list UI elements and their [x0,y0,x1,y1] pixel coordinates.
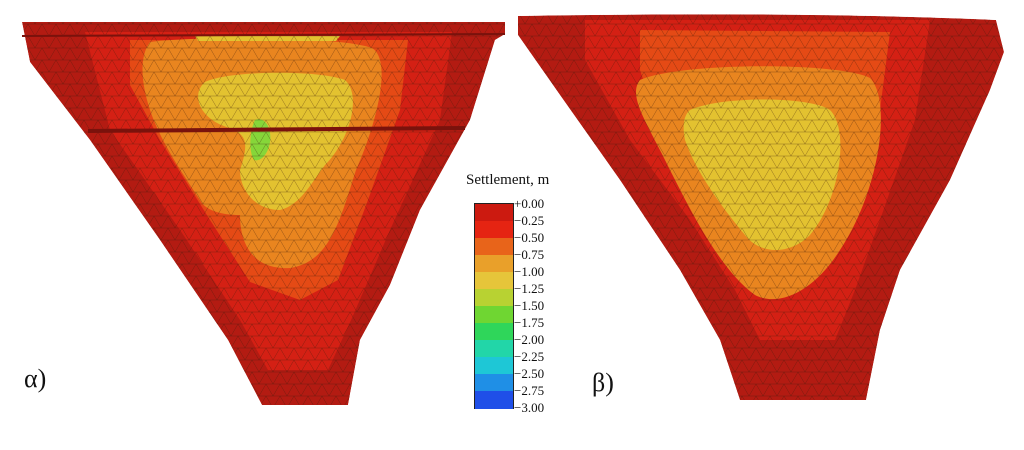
legend-color-bar [474,203,514,409]
legend-swatch [475,374,513,392]
legend-tick-label: −2.75 [514,383,545,398]
legend-tick-label: −2.00 [514,332,545,347]
legend-swatch [475,204,513,222]
legend-swatch [475,255,513,273]
legend-tick-label: −0.50 [514,230,545,245]
legend-swatch [475,221,513,239]
legend-swatch [475,340,513,358]
legend-tick-label: −0.25 [514,213,545,228]
legend-swatch [475,272,513,290]
legend-title: Settlement, m [466,172,550,188]
panel-a-mid-seam [87,126,466,133]
panel-b-label: β) [592,368,614,397]
legend-swatch [475,289,513,307]
legend-tick-label: +0.00 [514,196,545,211]
legend-swatch [475,357,513,375]
legend-tick-label: −1.00 [514,264,545,279]
legend-tick-label: −2.25 [514,349,545,364]
panel-a-label: α) [24,364,47,393]
panel-b-mesh-overlay [518,14,1004,400]
legend-tick-label: −0.75 [514,247,545,262]
legend-swatch [475,238,513,256]
panel-a-top-seam [21,33,506,37]
legend-swatch [475,391,513,409]
legend-tick-label: −1.75 [514,315,545,330]
legend-swatch [475,306,513,324]
legend-swatch [475,323,513,341]
legend-tick-label: −1.50 [514,298,545,313]
legend-tick-label: −2.50 [514,366,545,381]
legend-tick-label: −3.00 [514,400,545,415]
legend-tick-label: −1.25 [514,281,545,296]
legend-tick-labels: +0.00 −0.25 −0.50 −0.75 −1.00 −1.25 −1.50 −1.75… [514,193,574,423]
